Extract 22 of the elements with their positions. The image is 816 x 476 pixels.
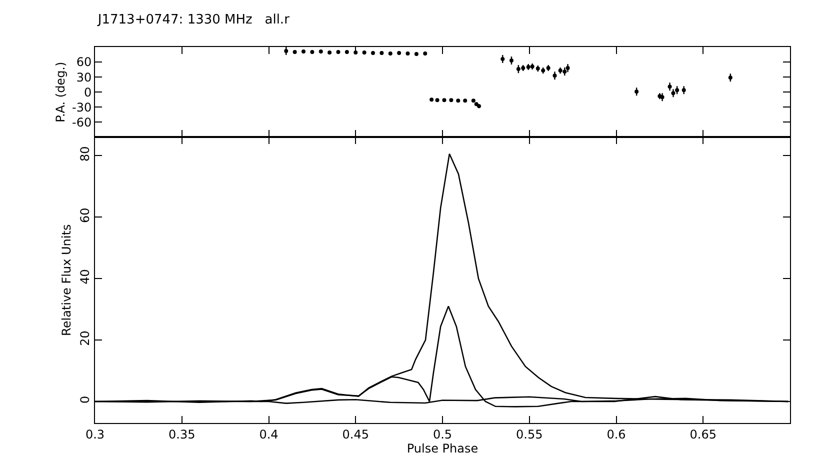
y-tick-label: 0	[78, 396, 92, 404]
y-tick-label: 0	[84, 85, 92, 100]
y-axis-title: P.A. (deg.)	[53, 62, 68, 122]
y-tick-label: 20	[78, 330, 92, 346]
x-tick-label: 0.4	[259, 427, 278, 442]
y-tick-label: 60	[76, 55, 92, 70]
x-tick-label: 0.35	[168, 427, 196, 442]
x-axis-title: Pulse Phase	[406, 441, 478, 456]
x-tick-label: 0.6	[606, 427, 626, 442]
y-tick-label: 30	[76, 70, 92, 84]
y-tick-label: -30	[72, 100, 92, 114]
y-tick-label: 60	[78, 208, 92, 223]
x-tick-label: 0.65	[690, 427, 716, 442]
x-tick-label: 0.45	[342, 427, 369, 442]
y-tick-label: 40	[78, 269, 92, 284]
chart-title: J1713+0747: 1330 MHz all.r	[96, 12, 290, 28]
x-tick-label: 0.3	[85, 427, 105, 442]
y-tick-label: -60	[72, 115, 92, 130]
x-tick-label: 0.5	[432, 427, 452, 442]
x-tick-label: 0.55	[516, 427, 543, 442]
y-axis-title: Relative Flux Units	[60, 224, 74, 336]
y-tick-label: 80	[78, 146, 92, 162]
